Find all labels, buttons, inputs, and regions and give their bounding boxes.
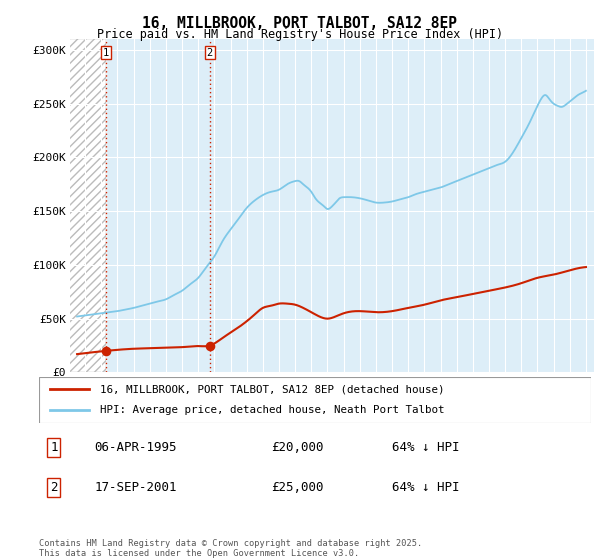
Point <box>205 341 215 350</box>
Text: 2: 2 <box>207 48 213 58</box>
Text: 1: 1 <box>50 441 58 454</box>
FancyBboxPatch shape <box>39 377 591 423</box>
Text: 64% ↓ HPI: 64% ↓ HPI <box>392 441 460 454</box>
Text: Price paid vs. HM Land Registry's House Price Index (HPI): Price paid vs. HM Land Registry's House … <box>97 28 503 41</box>
Text: HPI: Average price, detached house, Neath Port Talbot: HPI: Average price, detached house, Neat… <box>100 405 444 416</box>
Point <box>101 347 110 356</box>
Text: 17-SEP-2001: 17-SEP-2001 <box>94 481 177 494</box>
Bar <box>69 39 106 372</box>
Text: 06-APR-1995: 06-APR-1995 <box>94 441 177 454</box>
Text: 16, MILLBROOK, PORT TALBOT, SA12 8EP (detached house): 16, MILLBROOK, PORT TALBOT, SA12 8EP (de… <box>100 384 444 394</box>
Bar <box>69 39 106 372</box>
Text: 1: 1 <box>103 48 109 58</box>
Text: 2: 2 <box>50 481 58 494</box>
Text: Contains HM Land Registry data © Crown copyright and database right 2025.
This d: Contains HM Land Registry data © Crown c… <box>39 539 422 558</box>
Text: 16, MILLBROOK, PORT TALBOT, SA12 8EP: 16, MILLBROOK, PORT TALBOT, SA12 8EP <box>143 16 458 31</box>
Text: £25,000: £25,000 <box>271 481 323 494</box>
Text: 64% ↓ HPI: 64% ↓ HPI <box>392 481 460 494</box>
Text: £20,000: £20,000 <box>271 441 323 454</box>
